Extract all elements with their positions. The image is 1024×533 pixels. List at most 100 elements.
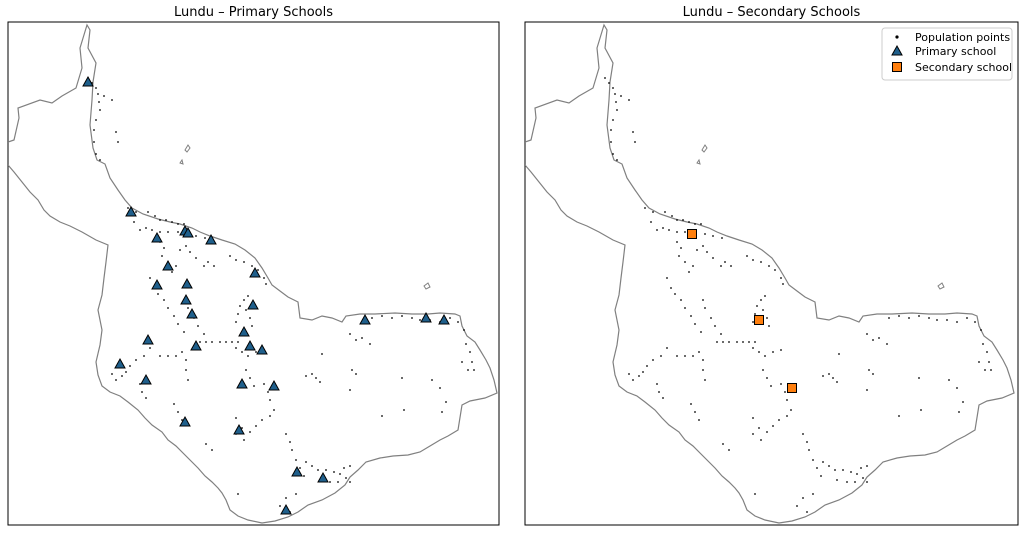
population-point xyxy=(269,415,271,417)
population-point xyxy=(768,265,770,267)
secondary-school-marker xyxy=(754,315,764,325)
population-point xyxy=(95,87,97,89)
population-point xyxy=(610,141,612,143)
island-right-3 xyxy=(937,282,945,290)
population-point xyxy=(235,259,237,261)
primary-school-marker xyxy=(244,339,256,351)
population-point xyxy=(95,153,97,155)
population-point xyxy=(856,473,858,475)
population-point xyxy=(431,379,433,381)
population-point xyxy=(111,373,113,375)
population-point xyxy=(99,109,101,111)
population-point xyxy=(93,129,95,131)
population-point xyxy=(219,341,221,343)
population-point xyxy=(702,359,704,361)
population-point xyxy=(239,305,241,307)
population-point xyxy=(235,321,237,323)
population-point xyxy=(177,223,179,225)
population-point xyxy=(369,343,371,345)
population-point xyxy=(802,497,804,499)
population-point xyxy=(463,329,465,331)
population-point xyxy=(457,321,459,323)
population-point xyxy=(774,269,776,271)
population-point xyxy=(263,277,265,279)
population-point xyxy=(615,101,617,103)
population-point xyxy=(349,333,351,335)
population-point xyxy=(159,231,161,233)
primary-school-marker xyxy=(142,333,154,345)
population-point xyxy=(295,459,297,461)
population-point xyxy=(652,211,654,213)
population-point xyxy=(461,361,463,363)
population-point xyxy=(97,93,99,95)
population-point xyxy=(888,317,890,319)
population-point xyxy=(237,341,239,343)
population-point xyxy=(235,417,237,419)
population-point xyxy=(111,99,113,101)
population-point xyxy=(305,375,307,377)
population-point xyxy=(345,477,347,479)
primary-school-marker xyxy=(179,415,191,427)
population-point xyxy=(249,431,251,433)
primary-school-marker xyxy=(205,233,217,245)
population-point xyxy=(946,319,948,321)
population-point xyxy=(754,313,756,315)
population-point xyxy=(229,255,231,257)
population-point xyxy=(189,251,191,253)
population-point xyxy=(401,377,403,379)
population-point xyxy=(666,277,668,279)
population-point xyxy=(115,379,117,381)
population-point xyxy=(690,315,692,317)
population-point xyxy=(662,397,664,399)
population-point xyxy=(419,319,421,321)
population-point xyxy=(243,261,245,263)
primary-school-marker xyxy=(180,293,192,305)
population-point xyxy=(612,87,614,89)
lundu-boundary-left xyxy=(8,23,498,524)
population-point xyxy=(127,207,129,209)
primary-school-marker xyxy=(236,377,248,389)
population-point xyxy=(721,237,723,239)
population-point xyxy=(650,221,652,223)
population-point xyxy=(671,215,673,217)
population-point xyxy=(469,351,471,353)
population-point xyxy=(928,317,930,319)
population-point xyxy=(141,391,143,393)
population-point xyxy=(866,389,868,391)
population-point xyxy=(710,317,712,319)
population-point xyxy=(786,399,788,401)
population-point xyxy=(628,373,630,375)
population-point xyxy=(285,433,287,435)
population-point xyxy=(349,389,351,391)
population-point xyxy=(620,95,622,97)
population-point xyxy=(159,219,161,221)
population-point xyxy=(678,255,680,257)
population-point xyxy=(183,223,185,225)
population-point xyxy=(652,359,654,361)
population-point xyxy=(760,261,762,263)
population-point xyxy=(149,277,151,279)
legend-square-marker xyxy=(892,62,902,72)
population-point xyxy=(966,317,968,319)
population-points-right xyxy=(604,77,992,513)
population-point xyxy=(195,235,197,237)
population-point xyxy=(784,391,786,393)
population-point xyxy=(333,471,335,473)
population-point xyxy=(758,427,760,429)
population-point xyxy=(99,159,101,161)
population-point xyxy=(812,459,814,461)
population-point xyxy=(722,443,724,445)
population-point xyxy=(471,361,473,363)
population-point xyxy=(936,319,938,321)
population-point xyxy=(712,235,714,237)
population-point xyxy=(165,219,167,221)
secondary-school-marker xyxy=(787,383,797,393)
population-point xyxy=(612,119,614,121)
population-point xyxy=(249,317,251,319)
population-point xyxy=(812,493,814,495)
population-point xyxy=(295,493,297,495)
right-panel-title: Lundu – Secondary Schools xyxy=(682,5,861,20)
population-point xyxy=(956,321,958,323)
population-point xyxy=(349,481,351,483)
population-point xyxy=(149,347,151,349)
